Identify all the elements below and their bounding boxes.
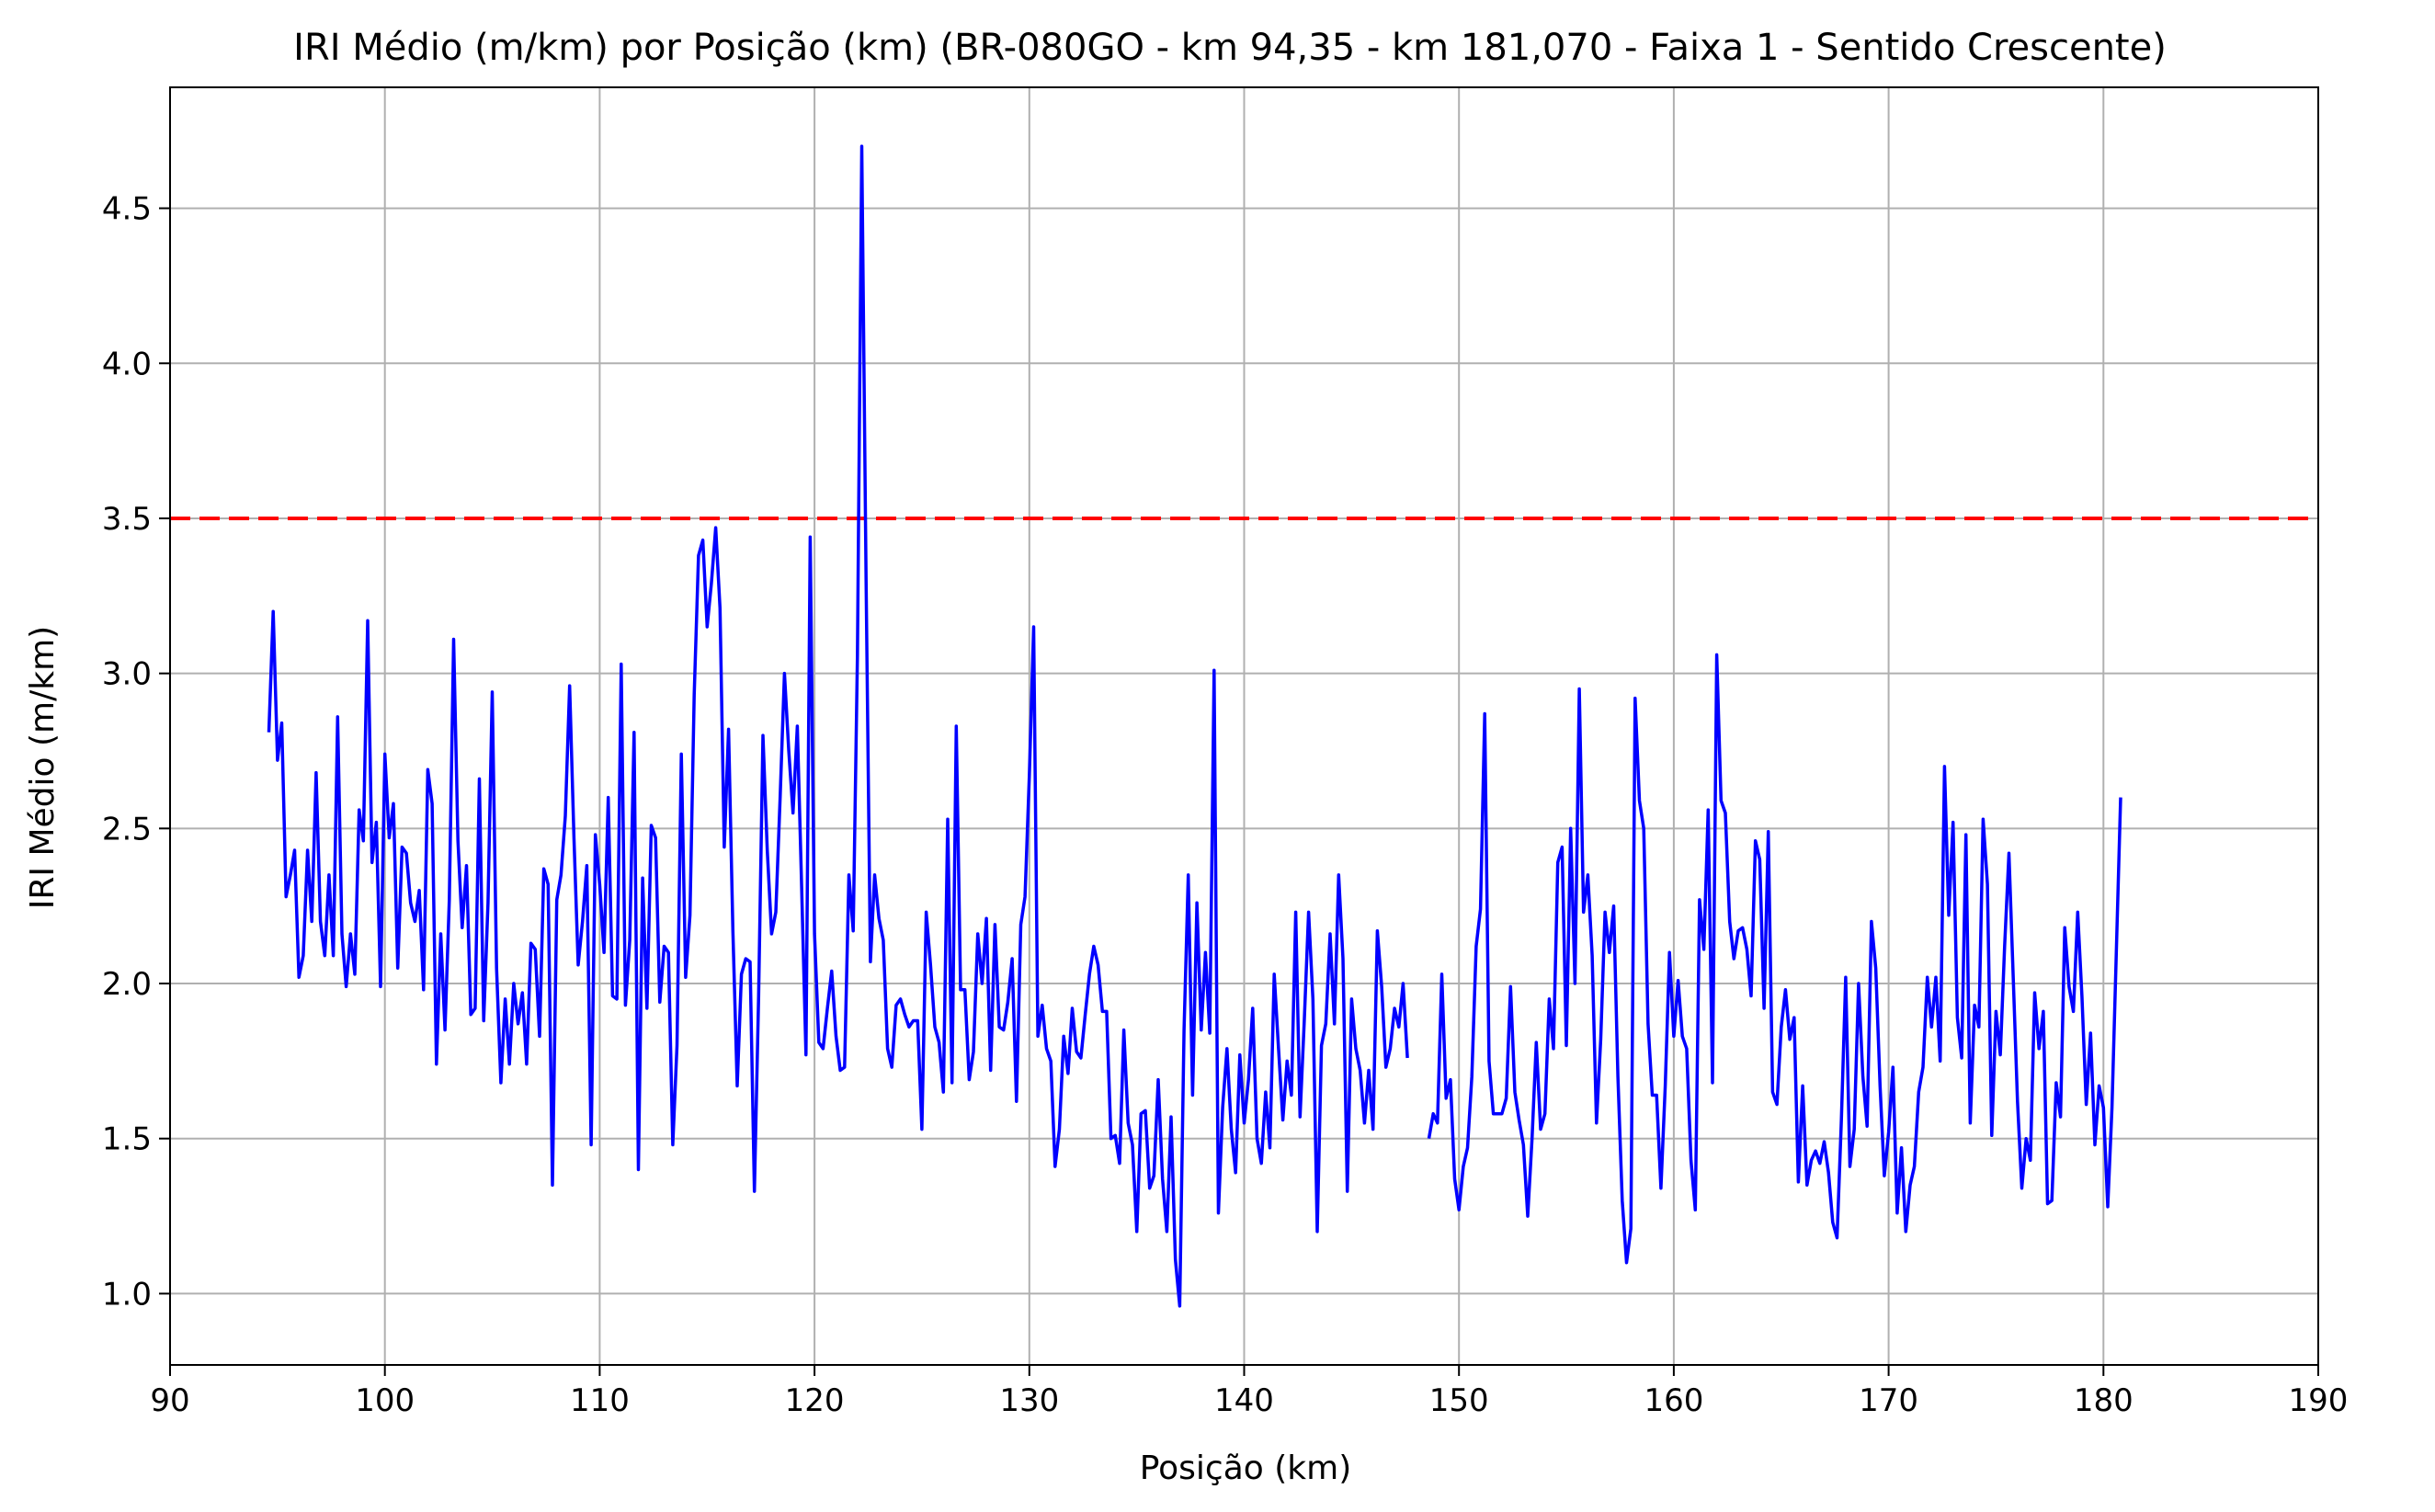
x-tick-label: 140 — [1214, 1382, 1274, 1419]
chart-title: IRI Médio (m/km) por Posição (km) (BR-08… — [293, 27, 2167, 69]
series-line — [267, 144, 1409, 1308]
series-line — [1427, 653, 2122, 1265]
y-axis-label: IRI Médio (m/km) — [24, 626, 62, 909]
y-tick-label: 1.5 — [102, 1121, 152, 1158]
x-tick-label: 160 — [1644, 1382, 1703, 1419]
y-tick-label: 4.0 — [102, 346, 152, 382]
y-axis: 1.0 1.5 2.0 2.5 3.0 3.5 4.0 4.5 — [102, 191, 170, 1313]
x-tick-label: 110 — [570, 1382, 630, 1419]
x-tick-label: 170 — [1859, 1382, 1918, 1419]
x-tick-label: 150 — [1429, 1382, 1489, 1419]
series-layer — [267, 144, 2122, 1308]
y-tick-label: 4.5 — [102, 191, 152, 228]
y-tick-label: 1.0 — [102, 1276, 152, 1313]
x-axis-label: Posição (km) — [1140, 1449, 1352, 1487]
x-tick-label: 190 — [2289, 1382, 2349, 1419]
x-axis: 90 100 110 120 130 140 150 160 170 180 190 — [150, 1365, 2348, 1419]
x-tick-label: 130 — [999, 1382, 1059, 1419]
x-tick-label: 100 — [355, 1382, 415, 1419]
x-tick-label: 120 — [785, 1382, 845, 1419]
y-tick-label: 3.5 — [102, 501, 152, 538]
y-tick-label: 2.0 — [102, 966, 152, 1003]
y-tick-label: 3.0 — [102, 656, 152, 693]
x-tick-label: 90 — [150, 1382, 189, 1419]
x-tick-label: 180 — [2074, 1382, 2133, 1419]
y-tick-label: 2.5 — [102, 811, 152, 847]
